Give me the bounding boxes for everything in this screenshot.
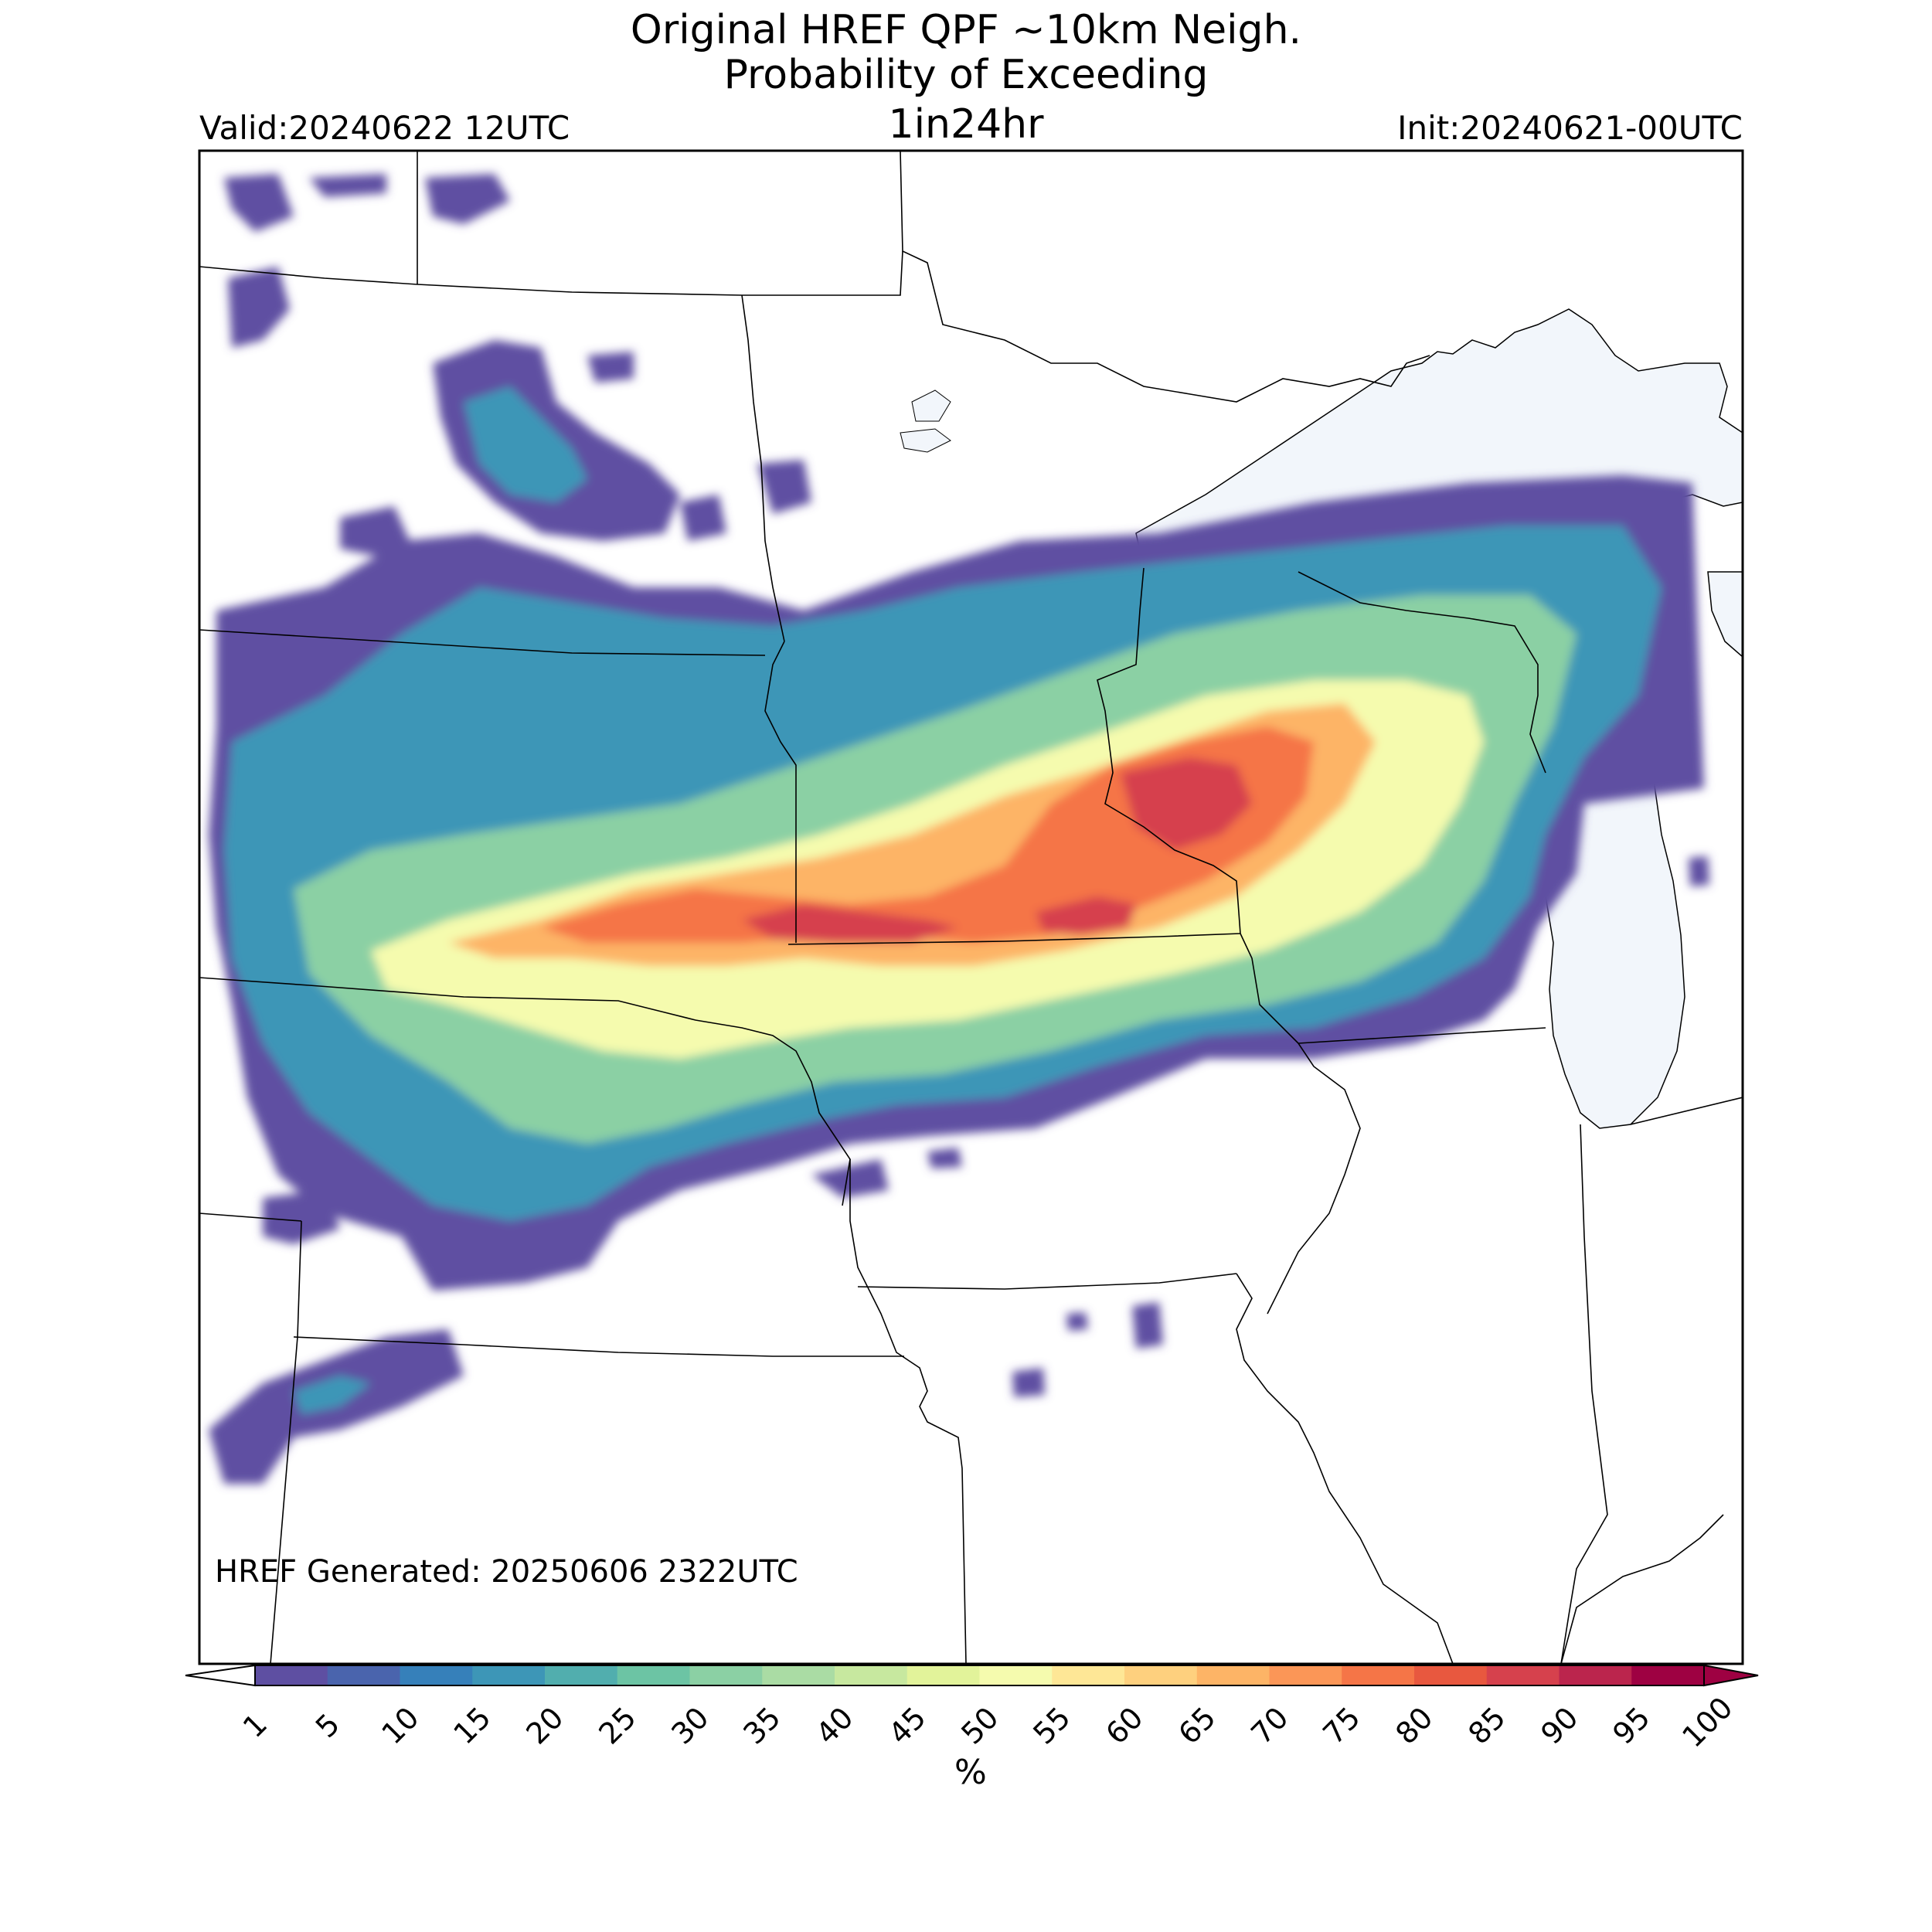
colorbar-swatch	[689, 1665, 763, 1685]
colorbar-swatch	[327, 1665, 401, 1685]
colorbar-under-extension	[185, 1664, 256, 1687]
ia-mo-border	[849, 1159, 967, 1664]
border-segment	[900, 151, 1430, 403]
mn-wi-border	[1097, 567, 1299, 1044]
colorbar-swatch	[545, 1665, 618, 1685]
valid-time: Valid:20240622 12UTC	[199, 109, 570, 147]
colorbar-swatch	[762, 1665, 835, 1685]
colorbar-swatch	[1559, 1665, 1632, 1685]
colorbar-swatch	[1342, 1665, 1415, 1685]
colorbar-swatch	[617, 1665, 691, 1685]
colorbar-unit-label: %	[954, 1753, 987, 1792]
colorbar-swatch	[1269, 1665, 1342, 1685]
sd-ne-border	[199, 977, 851, 1206]
colorbar-swatch	[906, 1665, 981, 1685]
wi-il-border	[1298, 1027, 1546, 1044]
generated-timestamp: HREF Generated: 20250606 2322UTC	[215, 1554, 798, 1590]
title-line-2: Probability of Exceeding	[723, 52, 1209, 98]
nd-sd-border	[199, 629, 766, 656]
colorbar-over-extension	[1703, 1664, 1759, 1687]
init-time: Init:20240621-00UTC	[1397, 109, 1743, 147]
ia-north-side	[857, 1273, 1237, 1290]
il-south	[1560, 1514, 1724, 1664]
colorbar-swatch	[400, 1665, 473, 1685]
title-line-1: Original HREF QPF ~10km Neigh.	[630, 7, 1302, 53]
lake-huron	[1707, 571, 1743, 658]
colorbar-swatch	[1631, 1665, 1705, 1685]
mi-wi-upper	[1298, 571, 1546, 774]
probability-field	[209, 174, 1709, 1484]
colorbar-swatch	[1486, 1665, 1560, 1685]
il-in-border	[1560, 1124, 1608, 1664]
in-mi-border	[1630, 1097, 1743, 1125]
colorbar-swatch	[1124, 1665, 1198, 1685]
lake-of-the-woods	[911, 389, 951, 422]
colorbar-swatch	[255, 1665, 328, 1685]
upper-red-lake	[900, 428, 951, 453]
colorbar-outline	[254, 1665, 1705, 1686]
nd-mn-border	[741, 294, 785, 642]
threshold-label: 1in24hr	[888, 101, 1044, 148]
ne-ks-south-border	[293, 1336, 904, 1357]
colorbar	[185, 1664, 1759, 1687]
colorbar-swatch	[1414, 1665, 1488, 1685]
ia-il-river	[1267, 1043, 1361, 1315]
ne-ks-border	[199, 1213, 302, 1222]
il-ia-border	[1236, 1273, 1454, 1664]
political-borders	[199, 151, 1743, 1664]
mn-ia-border	[787, 933, 1241, 945]
us-canada-border	[199, 250, 903, 296]
colorbar-swatch	[1196, 1665, 1270, 1685]
colorbar-swatch	[835, 1665, 908, 1685]
colorbar-swatch	[1052, 1665, 1125, 1685]
colorbar-swatch	[979, 1665, 1053, 1685]
mn-sd-border	[764, 641, 797, 943]
colorbar-swatch	[472, 1665, 546, 1685]
map-frame	[198, 149, 1744, 1665]
